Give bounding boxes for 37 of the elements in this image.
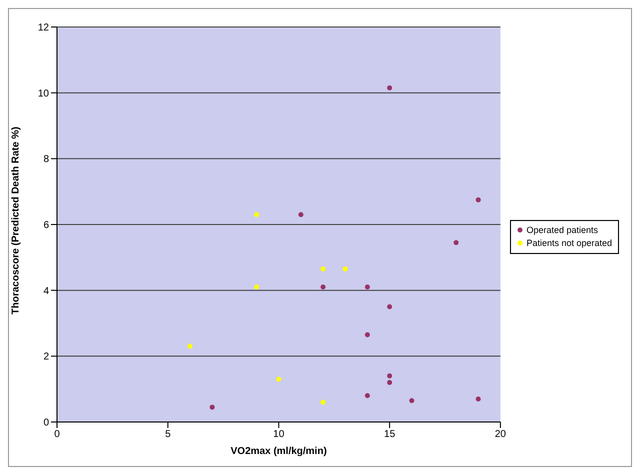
y-tick-label: 4 <box>43 286 50 297</box>
point <box>387 373 392 378</box>
y-tick-label: 8 <box>43 154 50 166</box>
x-tick-label: 20 <box>494 429 506 440</box>
point <box>320 284 326 290</box>
point <box>320 400 326 405</box>
point <box>387 304 392 310</box>
y-tick-label: 12 <box>38 22 50 34</box>
point <box>409 398 414 404</box>
point <box>254 284 260 290</box>
point <box>387 380 392 385</box>
point <box>364 332 370 338</box>
x-tick-label: 10 <box>273 429 285 440</box>
point <box>364 284 370 290</box>
point <box>320 266 326 272</box>
y-tick-label: 0 <box>43 418 50 429</box>
y-tick-label: 10 <box>38 88 50 100</box>
x-tick-label: 15 <box>384 429 396 440</box>
point <box>476 396 481 402</box>
y-tick-label: 2 <box>43 352 50 363</box>
point <box>276 376 282 382</box>
legend-label: Patients not operated <box>526 236 612 250</box>
point <box>387 85 392 90</box>
x-axis-title: VO2max (ml/kg/min) <box>230 446 327 457</box>
point <box>254 212 260 218</box>
point <box>476 197 481 202</box>
x-tick-label: 5 <box>165 429 172 440</box>
y-tick-label: 6 <box>43 220 50 232</box>
x-tick-label: 0 <box>54 429 60 440</box>
point <box>298 212 304 218</box>
legend-label: Operated patients <box>526 224 598 236</box>
point <box>342 266 348 272</box>
y-axis-title: Thoracoscore (Predicted Death Rate %) <box>10 126 22 314</box>
point <box>364 393 370 398</box>
point <box>188 344 193 349</box>
point <box>454 240 459 246</box>
point <box>210 404 215 410</box>
